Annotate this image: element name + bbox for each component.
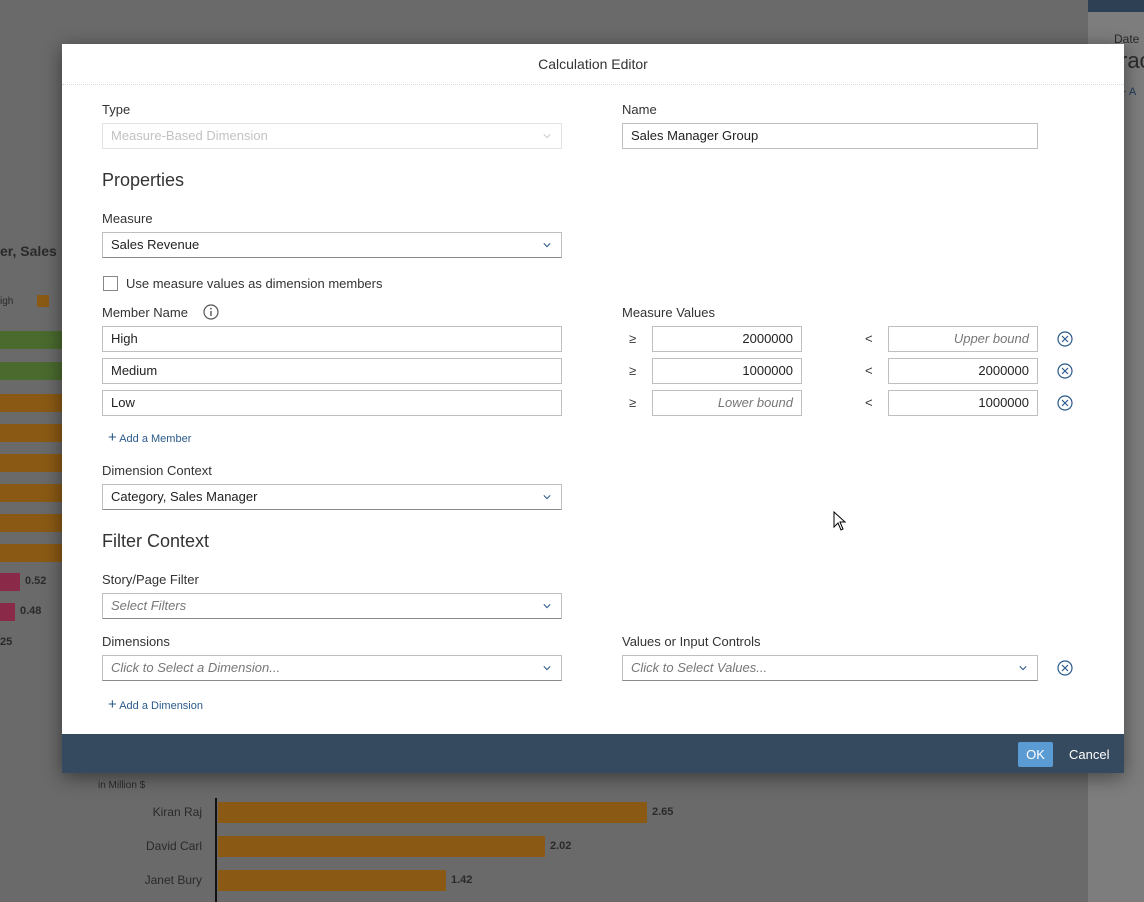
operator-ge: ≥	[629, 331, 637, 346]
operator-lt: <	[865, 363, 873, 378]
bg-bar	[0, 394, 62, 412]
remove-icon[interactable]	[1057, 660, 1073, 676]
add-member-link[interactable]: + Add a Member	[108, 429, 192, 446]
measure-values-label: Measure Values	[622, 305, 715, 320]
row-name: Kiran Raj	[152, 805, 202, 819]
operator-lt: <	[865, 395, 873, 410]
add-dimension-link[interactable]: + Add a Dimension	[108, 696, 203, 713]
lower-bound: 1000000	[742, 363, 793, 378]
story-filter-select[interactable]: Select Filters	[102, 593, 562, 619]
add-member-text: Add a Member	[119, 433, 192, 445]
measure-label: Measure	[102, 211, 153, 226]
side-panel-top	[1088, 0, 1144, 12]
unit-label: in Million $	[98, 780, 146, 791]
bg-bar	[0, 331, 62, 349]
name-value: Sales Manager Group	[631, 128, 759, 143]
remove-icon[interactable]	[1057, 363, 1073, 379]
checkbox[interactable]	[103, 276, 118, 291]
bg-bar	[0, 603, 15, 621]
properties-heading: Properties	[102, 170, 185, 190]
member-name-input[interactable]: Medium	[102, 358, 562, 384]
operator-ge: ≥	[629, 395, 637, 410]
upper-bound-input[interactable]: 2000000	[888, 358, 1038, 384]
legend-fragment: igh	[0, 296, 14, 307]
side-text: Date	[1114, 32, 1140, 46]
calculation-editor-dialog: Calculation Editor Type Measure-Based Di…	[62, 44, 1124, 773]
values-select[interactable]: Click to Select Values...	[622, 655, 1038, 681]
dialog-footer: OK Cancel	[62, 734, 1124, 773]
upper-bound-input[interactable]: Upper bound	[888, 326, 1038, 352]
lower-bound: 2000000	[742, 331, 793, 346]
dimension-context-label: Dimension Context	[102, 463, 212, 478]
bg-bar	[0, 362, 62, 380]
type-select: Measure-Based Dimension	[102, 123, 562, 149]
values-label: Values or Input Controls	[622, 634, 761, 649]
bg-bar	[0, 454, 62, 472]
type-value: Measure-Based Dimension	[111, 128, 268, 143]
bg-bar	[0, 484, 62, 502]
bg-bar	[218, 802, 647, 823]
dimension-context-value: Category, Sales Manager	[111, 489, 258, 504]
dialog-title: Calculation Editor	[62, 44, 1124, 85]
dimension-context-select[interactable]: Category, Sales Manager	[102, 484, 562, 510]
lower-bound-input[interactable]: 1000000	[652, 358, 802, 384]
member-name-input[interactable]: Low	[102, 390, 562, 416]
upper-bound: Upper bound	[953, 331, 1029, 346]
info-icon[interactable]	[203, 304, 219, 320]
add-dimension-text: Add a Dimension	[119, 700, 203, 712]
mouse-cursor	[833, 511, 847, 531]
ok-button[interactable]: OK	[1018, 742, 1053, 767]
story-filter-placeholder: Select Filters	[111, 598, 187, 613]
upper-bound: 1000000	[978, 395, 1029, 410]
member-name-label: Member Name	[102, 305, 188, 320]
name-label: Name	[622, 102, 657, 117]
bg-bar	[0, 544, 62, 562]
row-value: 2.65	[652, 806, 674, 818]
row-value: 1.42	[451, 874, 473, 886]
lower-bound-input[interactable]: 2000000	[652, 326, 802, 352]
checkbox-label: Use measure values as dimension members	[126, 276, 383, 291]
lower-bound: Lower bound	[717, 395, 793, 410]
remove-icon[interactable]	[1057, 331, 1073, 347]
dimensions-select[interactable]: Click to Select a Dimension...	[102, 655, 562, 681]
filter-heading: Filter Context	[102, 531, 210, 551]
values-placeholder: Click to Select Values...	[631, 660, 768, 675]
row-name: David Carl	[145, 839, 202, 853]
story-filter-label: Story/Page Filter	[102, 572, 199, 587]
axis-line	[215, 798, 217, 902]
member-name: Low	[111, 395, 135, 410]
remove-icon[interactable]	[1057, 395, 1073, 411]
upper-bound: 2000000	[978, 363, 1029, 378]
dimensions-placeholder: Click to Select a Dimension...	[111, 660, 281, 675]
bg-bar	[0, 514, 62, 532]
bar-label: 25	[0, 636, 13, 648]
operator-lt: <	[865, 331, 873, 346]
operator-ge: ≥	[629, 363, 637, 378]
row-value: 2.02	[550, 840, 572, 852]
member-name-input[interactable]: High	[102, 326, 562, 352]
bar-label: 0.52	[25, 575, 47, 587]
bg-bar	[0, 424, 62, 442]
bg-bar	[218, 870, 446, 891]
row-name: Janet Bury	[144, 873, 202, 887]
cancel-button[interactable]: Cancel	[1069, 747, 1110, 762]
measure-value: Sales Revenue	[111, 237, 200, 252]
measure-select[interactable]: Sales Revenue	[102, 232, 562, 258]
dimensions-label: Dimensions	[102, 634, 170, 649]
bar-label: 0.48	[20, 605, 42, 617]
lower-bound-input[interactable]: Lower bound	[652, 390, 802, 416]
bg-bar	[218, 836, 545, 857]
member-name: Medium	[111, 363, 158, 378]
type-label: Type	[102, 102, 131, 117]
legend-swatch	[37, 295, 49, 307]
upper-bound-input[interactable]: 1000000	[888, 390, 1038, 416]
member-name: High	[111, 331, 138, 346]
name-input[interactable]: Sales Manager Group	[622, 123, 1038, 149]
side-text: + A	[1120, 86, 1137, 98]
side-text: rac	[1120, 48, 1144, 73]
bg-bar	[0, 573, 20, 591]
chart-title-fragment: er, Sales	[0, 243, 57, 259]
